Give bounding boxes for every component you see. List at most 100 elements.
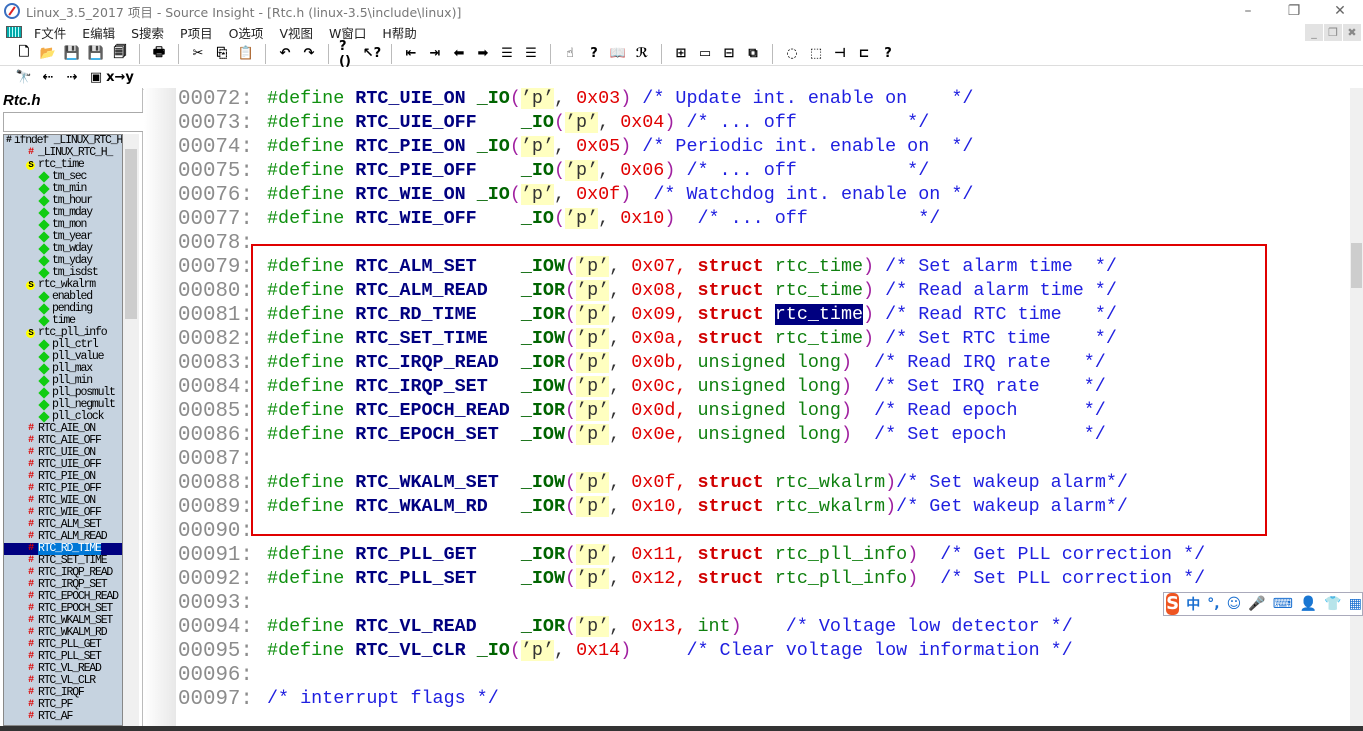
user-icon[interactable]: 👤 xyxy=(1299,596,1318,612)
copy-icon[interactable]: ⎘ xyxy=(216,46,228,61)
symbol-item[interactable]: tm_mon xyxy=(4,219,122,231)
symbol-search-input[interactable] xyxy=(3,112,143,132)
symbol-item[interactable]: # RTC_IRQP_SET xyxy=(4,579,122,591)
sogou-logo-icon[interactable]: S xyxy=(1166,593,1180,615)
menu-item[interactable]: O选项 xyxy=(228,25,264,41)
symbol-item[interactable]: # RTC_EPOCH_READ xyxy=(4,591,122,603)
cut-icon[interactable]: ✂ xyxy=(192,46,204,61)
back-icon[interactable]: ⬅ xyxy=(453,46,465,61)
symbol-item[interactable]: # _LINUX_RTC_H_ xyxy=(4,147,122,159)
menu-item[interactable]: W窗口 xyxy=(329,25,367,41)
document-menu-icon[interactable] xyxy=(6,26,22,38)
symbol-item[interactable]: # RTC_PF xyxy=(4,699,122,711)
help-topics-icon[interactable]: ? xyxy=(884,46,892,61)
paste-icon[interactable]: 📋 xyxy=(237,46,255,61)
symbol-item[interactable]: # RTC_WKALM_RD xyxy=(4,627,122,639)
new-file-icon[interactable]: 🗋 xyxy=(18,44,30,60)
menu-item[interactable]: E编辑 xyxy=(82,25,116,41)
menu-item[interactable]: H帮助 xyxy=(382,25,417,41)
search-backward-icon[interactable]: ⇠ xyxy=(42,70,54,85)
symbol-item[interactable]: pll_negmult xyxy=(4,399,122,411)
link-icon[interactable]: ◌ xyxy=(786,46,798,61)
microphone-icon[interactable]: 🎤 xyxy=(1248,596,1266,612)
symbol-lookup-icon[interactable]: ☝ xyxy=(566,46,574,61)
symbol-item[interactable]: # RTC_UIE_ON xyxy=(4,447,122,459)
minimize-button[interactable]: – xyxy=(1244,3,1252,19)
symbol-item[interactable]: enabled xyxy=(4,291,122,303)
symbol-item[interactable]: pll_value xyxy=(4,351,122,363)
symbol-item[interactable]: tm_wday xyxy=(4,243,122,255)
scrollbar-thumb[interactable] xyxy=(1351,243,1362,288)
search-forward-icon[interactable]: ⇢ xyxy=(66,70,78,85)
toolbox-icon[interactable]: ▦ xyxy=(1348,596,1362,612)
symbol-item[interactable]: # RTC_EPOCH_SET xyxy=(4,603,122,615)
symbol-item[interactable]: tm_min xyxy=(4,183,122,195)
symbol-item[interactable]: # RTC_RD_TIME xyxy=(4,543,122,555)
symbol-item[interactable]: # RTC_SET_TIME xyxy=(4,555,122,567)
symbol-item[interactable]: tm_year xyxy=(4,231,122,243)
symbol-tree-scrollbar[interactable] xyxy=(123,134,139,726)
restore-button[interactable]: ❐ xyxy=(1287,3,1301,19)
symbol-item[interactable]: # RTC_VL_CLR xyxy=(4,675,122,687)
symbol-item[interactable]: # RTC_UIE_OFF xyxy=(4,459,122,471)
replace-icon[interactable]: x→y xyxy=(106,70,134,85)
context-help-icon[interactable]: ↖? xyxy=(362,46,382,61)
jump-back-mark-icon[interactable]: ⇤ xyxy=(405,46,417,61)
symbol-item[interactable]: pll_max xyxy=(4,363,122,375)
code-editor[interactable]: 00072: #define RTC_UIE_ON _IO(’p’, 0x03) … xyxy=(176,88,1350,731)
symbol-item[interactable]: # RTC_IRQF xyxy=(4,687,122,699)
tile-icon[interactable]: ⊞ xyxy=(675,46,687,61)
undo-icon[interactable]: ↶ xyxy=(279,46,291,61)
symbol-item[interactable]: pll_clock xyxy=(4,411,122,423)
symbol-item[interactable]: pll_posmult xyxy=(4,387,122,399)
search-icon[interactable]: 🔭 xyxy=(15,70,33,85)
symbol-item[interactable]: # RTC_PIE_ON xyxy=(4,471,122,483)
forward-icon[interactable]: ➡ xyxy=(477,46,489,61)
print-icon[interactable]: 🖶 xyxy=(152,44,166,60)
symbol-info-icon[interactable]: ? xyxy=(590,46,598,61)
next-list-icon[interactable]: ☰ xyxy=(525,46,537,61)
symbol-item[interactable]: # RTC_ALM_READ xyxy=(4,531,122,543)
symbol-item[interactable]: # RTC_WIE_ON xyxy=(4,495,122,507)
symbol-item[interactable]: # RTC_IRQP_READ xyxy=(4,567,122,579)
graph-icon[interactable]: ⊏ xyxy=(858,46,870,61)
redo-icon[interactable]: ↷ xyxy=(303,46,315,61)
save-as-icon[interactable]: 💾 xyxy=(87,46,105,61)
menu-item[interactable]: P项目 xyxy=(180,25,213,41)
symbol-item[interactable]: tm_hour xyxy=(4,195,122,207)
menu-item[interactable]: F文件 xyxy=(34,25,67,41)
symbol-item[interactable]: # RTC_AIE_ON xyxy=(4,423,122,435)
symbol-item[interactable]: # RTC_AIE_OFF xyxy=(4,435,122,447)
outline-icon[interactable]: ⊣ xyxy=(834,46,846,61)
symbol-item[interactable]: # RTC_WKALM_SET xyxy=(4,615,122,627)
symbol-item[interactable]: tm_isdst xyxy=(4,267,122,279)
window-icon[interactable]: ▭ xyxy=(698,46,712,61)
browse-project-icon[interactable]: 📖 xyxy=(609,46,627,61)
menu-item[interactable]: V视图 xyxy=(279,25,313,41)
skin-icon[interactable]: 👕 xyxy=(1324,596,1342,612)
jump-forward-mark-icon[interactable]: ⇥ xyxy=(429,46,441,61)
search-files-icon[interactable]: ▣ xyxy=(89,70,103,85)
emoji-icon[interactable]: ☺ xyxy=(1226,596,1242,612)
scrollbar-thumb[interactable] xyxy=(125,149,137,319)
prev-list-icon[interactable]: ☰ xyxy=(501,46,513,61)
save-icon[interactable]: 💾 xyxy=(63,46,81,61)
symbol-item[interactable]: # RTC_PLL_GET xyxy=(4,639,122,651)
cascade-icon[interactable]: ⧉ xyxy=(748,46,758,61)
symbol-item[interactable]: pll_min xyxy=(4,375,122,387)
mdi-restore-button[interactable]: ❐ xyxy=(1324,24,1342,41)
symbol-item[interactable]: # RTC_ALM_SET xyxy=(4,519,122,531)
symbol-item[interactable]: time xyxy=(4,315,122,327)
symbol-item[interactable]: # RTC_PLL_SET xyxy=(4,651,122,663)
symbol-item[interactable]: # RTC_AF xyxy=(4,711,122,723)
paren-match-icon[interactable]: ?() xyxy=(339,38,351,69)
symbol-item[interactable]: tm_mday xyxy=(4,207,122,219)
open-file-icon[interactable]: 📂 xyxy=(39,46,57,61)
symbol-item[interactable]: # ifndef _LINUX_RTC_H_ xyxy=(4,135,122,147)
split-icon[interactable]: ⊟ xyxy=(723,46,735,61)
editor-scrollbar[interactable] xyxy=(1350,88,1363,731)
resize-icon[interactable]: ⬚ xyxy=(809,46,823,61)
